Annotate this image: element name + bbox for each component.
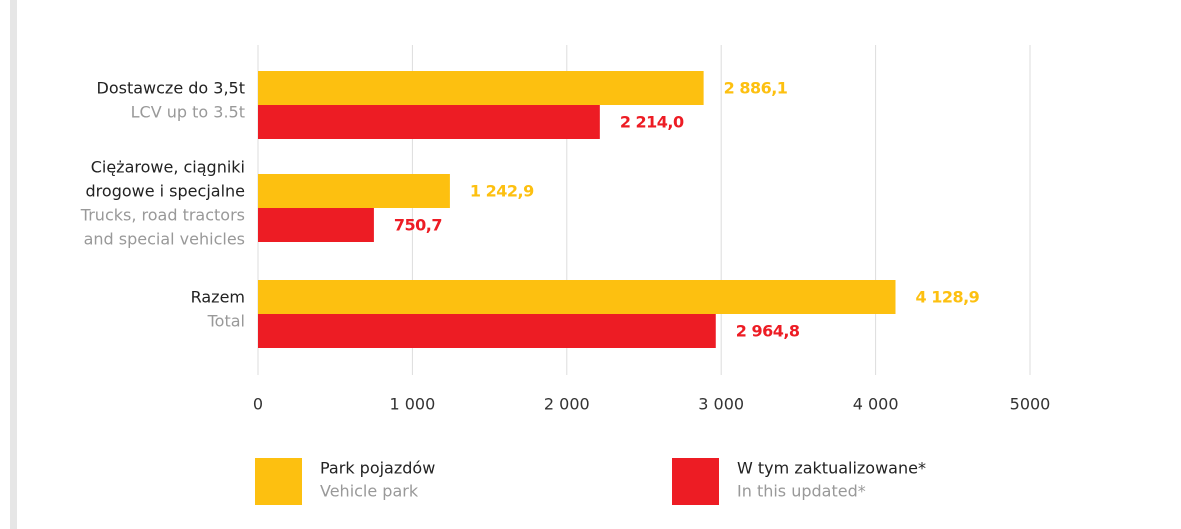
bar	[258, 208, 374, 242]
legend-swatch	[255, 458, 302, 505]
value-label: 2 886,1	[724, 79, 788, 98]
x-tick-label: 0	[253, 395, 263, 414]
value-label: 4 128,9	[916, 288, 980, 307]
legend-label: Park pojazdów	[320, 459, 435, 478]
category-label: and special vehicles	[84, 230, 245, 249]
legend-label: Vehicle park	[320, 482, 419, 501]
category-label: Dostawcze do 3,5t	[97, 79, 245, 98]
x-tick-label: 3 000	[698, 395, 744, 414]
side-border	[10, 0, 17, 529]
x-tick-label: 5000	[1010, 395, 1051, 414]
category-label: LCV up to 3.5t	[131, 103, 245, 122]
value-label: 750,7	[394, 216, 442, 235]
bar	[258, 314, 716, 348]
value-label: 2 964,8	[736, 322, 800, 341]
legend-label: W tym zaktualizowane*	[737, 459, 926, 478]
category-label: Trucks, road tractors	[80, 206, 245, 225]
value-label: 2 214,0	[620, 113, 684, 132]
x-tick-label: 1 000	[389, 395, 435, 414]
x-tick-label: 4 000	[853, 395, 899, 414]
legend-swatch	[672, 458, 719, 505]
value-label: 1 242,9	[470, 182, 534, 201]
bar	[258, 105, 600, 139]
bar	[258, 174, 450, 208]
category-label: Total	[207, 312, 245, 331]
category-label: Ciężarowe, ciągniki	[91, 158, 245, 177]
x-tick-label: 2 000	[544, 395, 590, 414]
bar	[258, 280, 896, 314]
bar	[258, 71, 704, 105]
category-label: Razem	[191, 288, 245, 307]
category-label: drogowe i specjalne	[86, 182, 245, 201]
legend-label: In this updated*	[737, 482, 866, 501]
